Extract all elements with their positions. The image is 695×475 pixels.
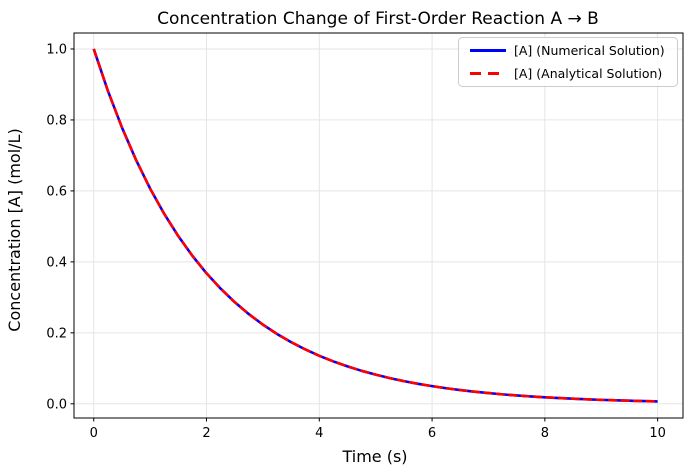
y-tick-label: 0.4 bbox=[46, 255, 67, 270]
axes-spines bbox=[73, 32, 684, 419]
y-axis-label: Concentration [A] (mol/L) bbox=[5, 128, 24, 331]
legend-label-analytical: [A] (Analytical Solution) bbox=[514, 66, 662, 81]
x-tick-label: 10 bbox=[649, 426, 666, 441]
grid-lines bbox=[74, 33, 683, 418]
x-tick-label: 6 bbox=[428, 426, 436, 441]
legend-box bbox=[458, 37, 678, 87]
chart-title: Concentration Change of First-Order Reac… bbox=[157, 9, 599, 29]
y-axis-ticks: 0.0 0.2 0.4 0.6 0.8 1.0 bbox=[46, 42, 74, 412]
x-axis-label: Time (s) bbox=[341, 447, 407, 466]
y-tick-label: 0.0 bbox=[46, 397, 67, 412]
series-analytical-line bbox=[92, 48, 658, 403]
x-tick-label: 2 bbox=[202, 426, 210, 441]
y-tick-label: 0.8 bbox=[46, 113, 67, 128]
x-tick-label: 8 bbox=[541, 426, 549, 441]
y-tick-label: 0.6 bbox=[46, 184, 67, 199]
x-axis-ticks: 0 2 4 6 8 10 bbox=[90, 418, 666, 441]
legend: [A] (Numerical Solution) [A] (Analytical… bbox=[458, 37, 678, 87]
y-tick-label: 1.0 bbox=[46, 42, 67, 57]
series-numerical-line bbox=[92, 48, 658, 403]
x-tick-label: 4 bbox=[315, 426, 323, 441]
x-tick-label: 0 bbox=[90, 426, 98, 441]
y-tick-label: 0.2 bbox=[46, 326, 67, 341]
legend-label-numerical: [A] (Numerical Solution) bbox=[514, 43, 665, 58]
